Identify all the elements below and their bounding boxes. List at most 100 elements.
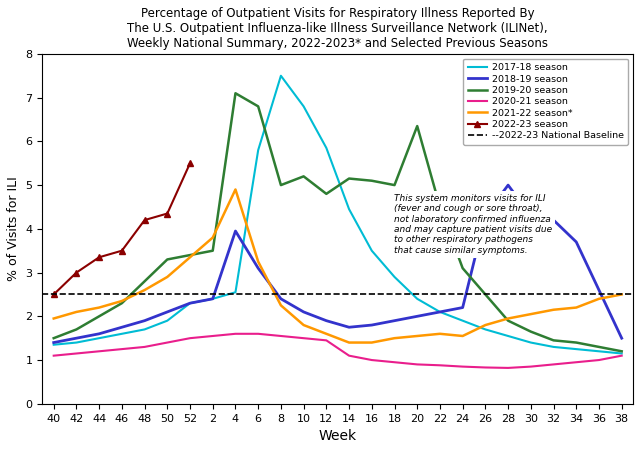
2020-21 season	[323, 338, 330, 343]
2020-21 season	[277, 333, 285, 339]
2017-18 season	[277, 73, 285, 78]
Line: 2018-19 season: 2018-19 season	[54, 185, 621, 342]
2019-20 season	[323, 191, 330, 197]
2021-22 season*	[481, 322, 489, 328]
2017-18 season	[413, 296, 421, 302]
2021-22 season*	[254, 259, 262, 264]
2019-20 season	[459, 266, 467, 271]
2021-22 season*	[504, 316, 512, 321]
2017-18 season	[618, 351, 625, 356]
2017-18 season	[390, 274, 398, 279]
2017-18 season	[504, 333, 512, 339]
2020-21 season	[118, 346, 125, 352]
2021-22 season*	[413, 333, 421, 339]
2019-20 season	[163, 257, 171, 262]
2022-23 season	[95, 255, 103, 260]
2020-21 season	[481, 365, 489, 370]
Line: 2017-18 season: 2017-18 season	[54, 76, 621, 354]
Line: 2019-20 season: 2019-20 season	[54, 93, 621, 351]
2019-20 season	[390, 182, 398, 188]
2018-19 season	[550, 217, 557, 223]
2017-18 season	[595, 349, 603, 354]
2020-21 season	[504, 365, 512, 371]
Title: Percentage of Outpatient Visits for Respiratory Illness Reported By
The U.S. Out: Percentage of Outpatient Visits for Resp…	[127, 7, 548, 50]
2018-19 season	[209, 296, 216, 302]
2020-21 season	[413, 362, 421, 367]
2019-20 season	[118, 301, 125, 306]
2019-20 season	[481, 292, 489, 297]
2020-21 season	[50, 353, 58, 358]
2017-18 season	[95, 335, 103, 341]
2017-18 season	[163, 318, 171, 324]
2020-21 season	[527, 364, 534, 369]
2020-21 season	[368, 357, 376, 363]
2019-20 season	[550, 338, 557, 343]
2019-20 season	[50, 335, 58, 341]
Text: This system monitors visits for ILI
(fever and cough or sore throat),
not labora: This system monitors visits for ILI (fev…	[394, 194, 552, 255]
2017-18 season	[186, 301, 194, 306]
2019-20 season	[504, 318, 512, 324]
2021-22 season*	[277, 303, 285, 308]
2017-18 season	[323, 145, 330, 151]
Line: 2021-22 season*: 2021-22 season*	[54, 189, 621, 342]
2020-21 season	[95, 349, 103, 354]
2017-18 season	[550, 344, 557, 350]
2017-18 season	[459, 318, 467, 324]
2018-19 season	[72, 335, 80, 341]
2021-22 season*	[118, 298, 125, 304]
2018-19 season	[413, 314, 421, 319]
2018-19 season	[527, 213, 534, 218]
2019-20 season	[209, 248, 216, 253]
2019-20 season	[72, 327, 80, 332]
2017-18 season	[50, 342, 58, 347]
2018-19 season	[323, 318, 330, 324]
2022-23 season	[163, 211, 171, 216]
2017-18 season	[527, 340, 534, 345]
Y-axis label: % of Visits for ILI: % of Visits for ILI	[7, 176, 20, 281]
2018-19 season	[232, 228, 239, 234]
2019-20 season	[345, 176, 353, 181]
2018-19 season	[436, 309, 444, 315]
2020-21 season	[459, 364, 467, 369]
2018-19 season	[277, 296, 285, 302]
2017-18 season	[481, 327, 489, 332]
2022-23 season	[141, 217, 148, 223]
--2022-23 National Baseline	[72, 292, 80, 297]
Line: 2022-23 season: 2022-23 season	[50, 160, 193, 298]
2018-19 season	[163, 309, 171, 315]
2022-23 season	[50, 292, 58, 297]
--2022-23 National Baseline	[50, 292, 58, 297]
2019-20 season	[527, 329, 534, 334]
2018-19 season	[481, 213, 489, 218]
X-axis label: Week: Week	[319, 429, 356, 443]
2019-20 season	[618, 349, 625, 354]
2022-23 season	[186, 161, 194, 166]
2019-20 season	[595, 344, 603, 350]
2019-20 season	[186, 252, 194, 258]
2020-21 season	[141, 344, 148, 350]
2020-21 season	[345, 353, 353, 358]
2021-22 season*	[572, 305, 580, 310]
2020-21 season	[300, 335, 307, 341]
2021-22 season*	[618, 292, 625, 297]
2021-22 season*	[50, 316, 58, 321]
2021-22 season*	[232, 187, 239, 192]
Line: 2020-21 season: 2020-21 season	[54, 334, 621, 368]
2018-19 season	[345, 324, 353, 330]
2021-22 season*	[345, 340, 353, 345]
2018-19 season	[95, 331, 103, 337]
2021-22 season*	[527, 311, 534, 317]
2019-20 season	[95, 314, 103, 319]
2017-18 season	[436, 309, 444, 315]
2018-19 season	[618, 335, 625, 341]
2019-20 season	[413, 123, 421, 129]
2022-23 season	[118, 248, 125, 253]
2017-18 season	[300, 104, 307, 109]
2021-22 season*	[95, 305, 103, 310]
2017-18 season	[254, 148, 262, 153]
2021-22 season*	[595, 296, 603, 302]
2019-20 season	[232, 90, 239, 96]
2018-19 season	[141, 318, 148, 324]
2021-22 season*	[550, 307, 557, 312]
2017-18 season	[232, 289, 239, 295]
